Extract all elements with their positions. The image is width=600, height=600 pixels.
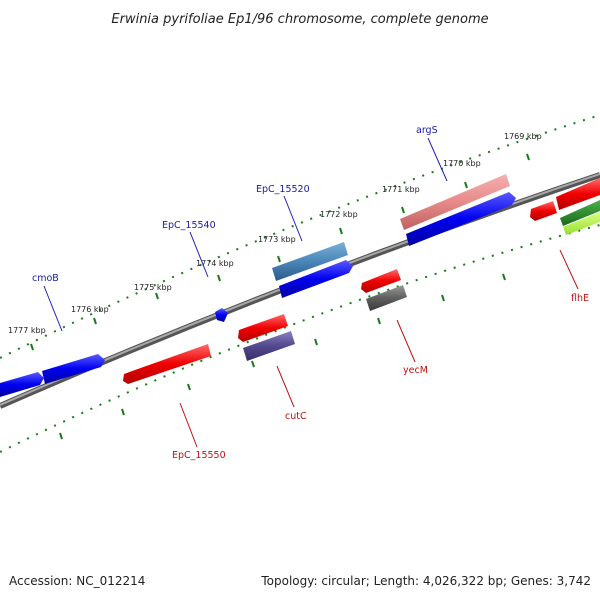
gene-arrow [272, 242, 348, 281]
inner-major-ticks [59, 273, 506, 440]
map-title: Erwinia pyrifoliae Ep1/96 chromosome, co… [111, 12, 488, 27]
kbp-label: 1776 kbp [71, 305, 109, 314]
gene-arrow [530, 201, 557, 221]
reverse-gene-labels: flhE yecM cutC EpC_15550 [172, 293, 589, 461]
kbp-label: 1770 kbp [443, 159, 481, 168]
gene-label-cmoB: cmoB [32, 273, 59, 284]
kbp-label: 1773 kbp [258, 235, 296, 244]
forward-gene-labels: argS EpC_15520 EpC_15540 cmoB [32, 125, 438, 284]
gene-arrow [0, 372, 44, 397]
gene-arrow [243, 331, 295, 361]
gene-arrow [563, 212, 600, 235]
kbp-label: 1774 kbp [196, 259, 234, 268]
reverse-leaders [179, 249, 579, 448]
kbp-label: 1769 kbp [504, 132, 542, 141]
forward-leaders [43, 137, 448, 332]
gene-arrow [361, 269, 401, 293]
outer-major-ticks [30, 153, 530, 351]
kbp-label: 1777 kbp [8, 326, 46, 335]
gene-label-flhE: flhE [571, 293, 589, 304]
gene-arrow [215, 308, 228, 322]
gene-label-yecM: yecM [403, 365, 428, 376]
kbp-labels: 1769 kbp 1770 kbp 1771 kbp 1772 kbp 1773… [8, 132, 542, 335]
gene-label-EpC_15520: EpC_15520 [256, 184, 310, 195]
reverse-strand-genes [123, 200, 600, 384]
gene-label-EpC_15540: EpC_15540 [162, 220, 216, 231]
gene-arrow [560, 200, 600, 226]
gene-arrow [400, 174, 510, 230]
gene-arrow [123, 344, 211, 384]
kbp-label: 1771 kbp [382, 185, 420, 194]
gene-arrow [42, 354, 105, 384]
gene-arrow [556, 178, 600, 210]
gene-arrow [406, 192, 516, 246]
gene-label-cutC: cutC [285, 411, 307, 422]
accession-text: Accession: NC_012214 [9, 574, 146, 588]
gene-arrow [366, 285, 407, 311]
gene-arrow [279, 260, 353, 298]
forward-strand-genes [0, 174, 600, 397]
gene-arrow [238, 314, 288, 342]
kbp-label: 1772 kbp [320, 210, 358, 219]
kbp-label: 1775 kbp [134, 283, 172, 292]
genome-summary-text: Topology: circular; Length: 4,026,322 bp… [261, 574, 591, 588]
gene-label-EpC_15550: EpC_15550 [172, 450, 226, 461]
gene-label-argS: argS [416, 125, 438, 136]
